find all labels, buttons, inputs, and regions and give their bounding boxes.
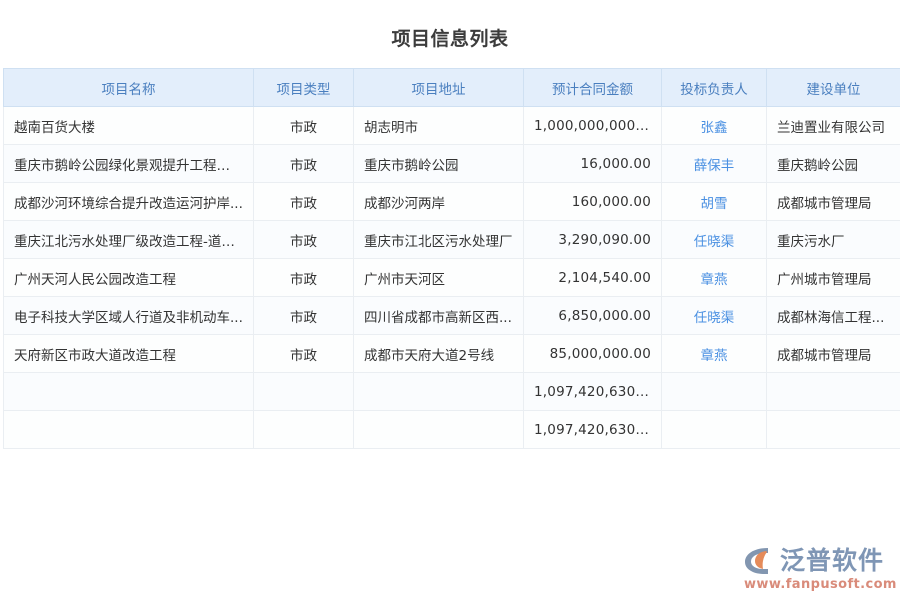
table-row[interactable]: 越南百货大楼 市政 胡志明市 1,000,000,000.00 张鑫 兰迪置业有… [3, 106, 900, 145]
bid-manager-link[interactable]: 任晓渠 [693, 309, 735, 326]
cell-project-type: 市政 [253, 220, 354, 259]
cell-bid-manager: 章燕 [661, 334, 767, 373]
cell-estimated-amount: 16,000.00 [523, 144, 662, 183]
table-header: 项目名称 项目类型 项目地址 预计合同金额 投标负责人 建设单位 [3, 68, 900, 107]
cell-project-name: 广州天河人民公园改造工程 [3, 258, 254, 297]
summary-cell-construction-unit [766, 372, 900, 411]
column-header-estimated-amount[interactable]: 预计合同金额 [523, 68, 662, 107]
cell-construction-unit: 兰迪置业有限公司 [766, 106, 900, 145]
cell-project-name: 成都沙河环境综合提升改造运河护岸... [3, 182, 254, 221]
bid-manager-link[interactable]: 张鑫 [700, 119, 728, 136]
bid-manager-link[interactable]: 薛保丰 [693, 157, 735, 174]
cell-estimated-amount: 85,000,000.00 [523, 334, 662, 373]
cell-project-address: 成都沙河两岸 [353, 182, 524, 221]
brand-name: 泛普软件 [780, 546, 885, 575]
cell-estimated-amount: 3,290,090.00 [523, 220, 662, 259]
summary-cell-construction-unit [766, 410, 900, 449]
cell-project-type: 市政 [253, 144, 354, 183]
summary-cell-project-type [253, 372, 354, 411]
bid-manager-link[interactable]: 胡雪 [700, 195, 728, 212]
table-header-row: 项目名称 项目类型 项目地址 预计合同金额 投标负责人 建设单位 [3, 68, 900, 107]
bid-manager-link[interactable]: 章燕 [700, 347, 728, 364]
summary-cell-total-amount: 1,097,420,630.00 [523, 372, 662, 411]
cell-project-type: 市政 [253, 258, 354, 297]
project-info-table: 项目名称 项目类型 项目地址 预计合同金额 投标负责人 建设单位 越南百货大楼 … [3, 68, 900, 449]
cell-project-address: 四川省成都市高新区西... [353, 296, 524, 335]
cell-construction-unit: 重庆鹅岭公园 [766, 144, 900, 183]
cell-project-type: 市政 [253, 182, 354, 221]
column-header-project-address[interactable]: 项目地址 [353, 68, 524, 107]
table-summary-row: 1,097,420,630.00 [3, 372, 900, 411]
cell-construction-unit: 成都城市管理局 [766, 182, 900, 221]
table-row[interactable]: 电子科技大学区域人行道及非机动车... 市政 四川省成都市高新区西... 6,8… [3, 296, 900, 335]
summary-cell-project-address [353, 372, 524, 411]
summary-cell-bid-manager [661, 410, 767, 449]
cell-project-address: 重庆市鹅岭公园 [353, 144, 524, 183]
summary-cell-total-amount: 1,097,420,630.00 [523, 410, 662, 449]
cell-bid-manager: 张鑫 [661, 106, 767, 145]
fanpu-logo-icon [742, 546, 776, 576]
column-header-project-name[interactable]: 项目名称 [3, 68, 254, 107]
cell-project-name: 天府新区市政大道改造工程 [3, 334, 254, 373]
summary-cell-project-name [3, 410, 254, 449]
cell-bid-manager: 任晓渠 [661, 296, 767, 335]
logo-row: 泛普软件 [742, 546, 884, 576]
cell-bid-manager: 任晓渠 [661, 220, 767, 259]
summary-cell-project-type [253, 410, 354, 449]
table-row[interactable]: 重庆市鹅岭公园绿化景观提升工程施工 市政 重庆市鹅岭公园 16,000.00 薛… [3, 144, 900, 183]
cell-bid-manager: 薛保丰 [661, 144, 767, 183]
table-row[interactable]: 成都沙河环境综合提升改造运河护岸... 市政 成都沙河两岸 160,000.00… [3, 182, 900, 221]
table-row[interactable]: 天府新区市政大道改造工程 市政 成都市天府大道2号线 85,000,000.00… [3, 334, 900, 373]
cell-project-address: 重庆市江北区污水处理厂 [353, 220, 524, 259]
table-summary-row: 1,097,420,630.00 [3, 410, 900, 449]
bid-manager-link[interactable]: 任晓渠 [693, 233, 735, 250]
cell-construction-unit: 成都林海信工程... [766, 296, 900, 335]
table-body: 越南百货大楼 市政 胡志明市 1,000,000,000.00 张鑫 兰迪置业有… [3, 106, 900, 449]
cell-project-address: 广州市天河区 [353, 258, 524, 297]
cell-estimated-amount: 6,850,000.00 [523, 296, 662, 335]
summary-cell-bid-manager [661, 372, 767, 411]
bid-manager-link[interactable]: 章燕 [700, 271, 728, 288]
cell-bid-manager: 胡雪 [661, 182, 767, 221]
column-header-bid-manager[interactable]: 投标负责人 [661, 68, 767, 107]
brand-url: www.fanpusoft.com [744, 577, 897, 592]
cell-estimated-amount: 160,000.00 [523, 182, 662, 221]
cell-bid-manager: 章燕 [661, 258, 767, 297]
column-header-project-type[interactable]: 项目类型 [253, 68, 354, 107]
cell-construction-unit: 重庆污水厂 [766, 220, 900, 259]
cell-project-name: 重庆江北污水处理厂级改造工程-道路... [3, 220, 254, 259]
cell-project-name: 电子科技大学区域人行道及非机动车... [3, 296, 254, 335]
cell-project-address: 胡志明市 [353, 106, 524, 145]
table-row[interactable]: 重庆江北污水处理厂级改造工程-道路... 市政 重庆市江北区污水处理厂 3,29… [3, 220, 900, 259]
cell-project-name: 重庆市鹅岭公园绿化景观提升工程施工 [3, 144, 254, 183]
watermark-logo: 泛普软件 www.fanpusoft.com [730, 534, 896, 593]
cell-construction-unit: 成都城市管理局 [766, 334, 900, 373]
project-table-container: 项目名称 项目类型 项目地址 预计合同金额 投标负责人 建设单位 越南百货大楼 … [3, 68, 900, 449]
table-row[interactable]: 广州天河人民公园改造工程 市政 广州市天河区 2,104,540.00 章燕 广… [3, 258, 900, 297]
cell-estimated-amount: 1,000,000,000.00 [523, 106, 662, 145]
cell-project-type: 市政 [253, 296, 354, 335]
cell-project-name: 越南百货大楼 [3, 106, 254, 145]
cell-construction-unit: 广州城市管理局 [766, 258, 900, 297]
cell-project-type: 市政 [253, 334, 354, 373]
cell-project-type: 市政 [253, 106, 354, 145]
summary-cell-project-name [3, 372, 254, 411]
cell-project-address: 成都市天府大道2号线 [353, 334, 524, 373]
page-title: 项目信息列表 [391, 28, 509, 50]
summary-cell-project-address [353, 410, 524, 449]
column-header-construction-unit[interactable]: 建设单位 [766, 68, 900, 107]
cell-estimated-amount: 2,104,540.00 [523, 258, 662, 297]
